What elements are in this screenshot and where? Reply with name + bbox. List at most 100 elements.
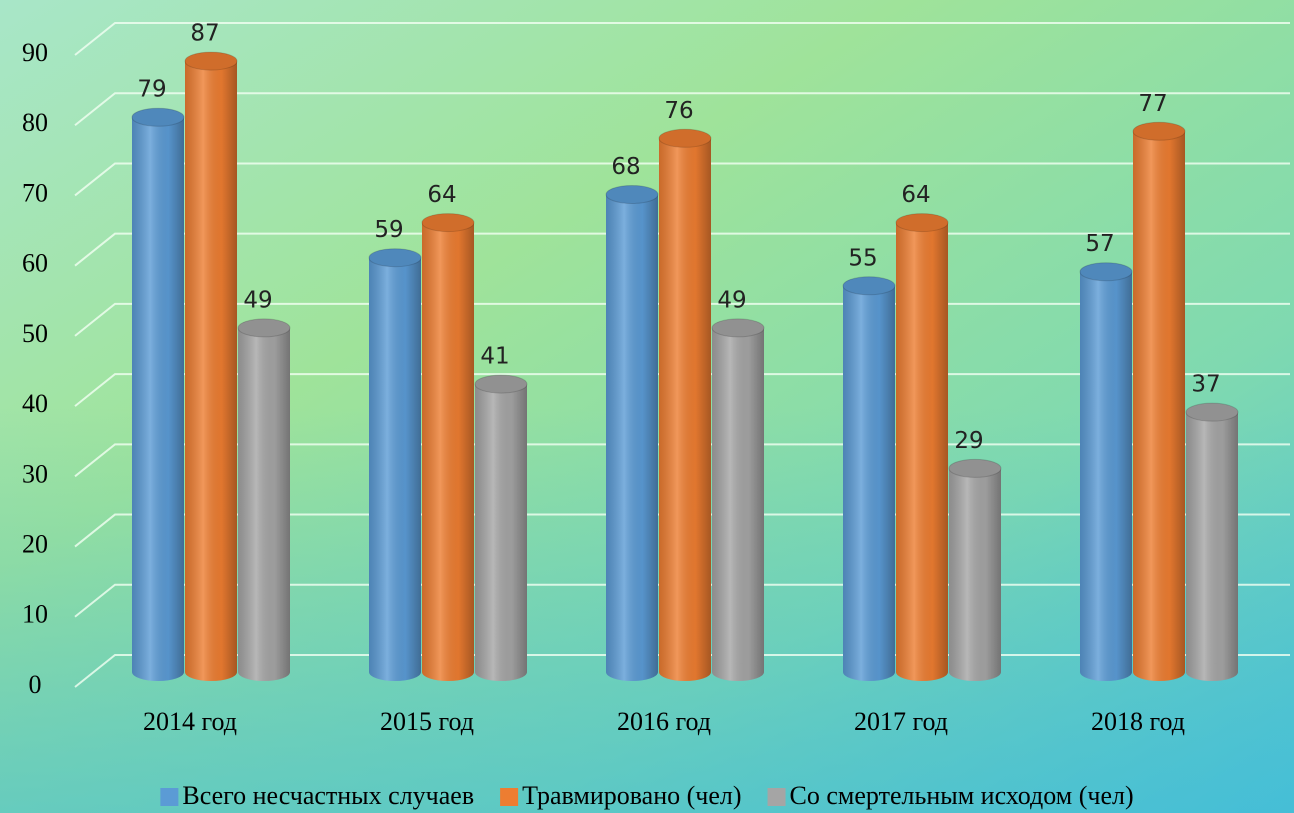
bar xyxy=(421,213,475,682)
data-label: 57 xyxy=(1085,231,1114,257)
bar-shade xyxy=(422,222,474,682)
y-tick-label: 80 xyxy=(22,108,48,137)
bar-top xyxy=(1079,262,1133,282)
bar xyxy=(948,458,1002,681)
bar-top-shade xyxy=(1080,262,1132,281)
bar-top xyxy=(237,318,291,338)
bar-top-shade xyxy=(369,248,421,267)
legend-label: Всего несчастных случаев xyxy=(182,781,474,810)
bar-shade xyxy=(1133,131,1185,682)
bar xyxy=(237,318,291,681)
data-label: 49 xyxy=(243,287,272,313)
bar-top-shade xyxy=(185,52,237,71)
data-label: 68 xyxy=(611,154,640,180)
bar xyxy=(131,107,185,681)
bar-top xyxy=(368,248,422,268)
bar-shade xyxy=(132,117,184,681)
y-tick-label: 50 xyxy=(22,319,48,348)
x-tick-label: 2015 год xyxy=(380,707,474,736)
bar-shade xyxy=(369,257,421,681)
bar xyxy=(1185,402,1239,681)
legend-label: Травмировано (чел) xyxy=(522,781,741,810)
bar-shade xyxy=(1080,271,1132,681)
bar-top-shade xyxy=(843,276,895,295)
bar xyxy=(711,318,765,681)
grid-line xyxy=(74,162,1290,197)
y-tick-label: 70 xyxy=(22,178,48,207)
bar-top-shade xyxy=(475,375,527,394)
x-tick-label: 2017 год xyxy=(854,707,948,736)
data-label: 76 xyxy=(664,98,693,124)
data-label: 87 xyxy=(190,21,219,47)
y-tick-label: 60 xyxy=(22,249,48,278)
bar-shade xyxy=(896,222,948,682)
bar-top-shade xyxy=(712,318,764,337)
bar-shade xyxy=(843,285,895,681)
bar-shade xyxy=(712,327,764,681)
data-label: 37 xyxy=(1191,372,1220,398)
bar-top xyxy=(711,318,765,338)
bar-shade xyxy=(475,384,527,681)
bar-top xyxy=(1132,121,1186,141)
x-tick-label: 2018 год xyxy=(1091,707,1185,736)
y-tick-label: 10 xyxy=(22,600,48,629)
data-label: 55 xyxy=(848,245,877,271)
bar xyxy=(184,51,238,682)
bar-top-shade xyxy=(1186,403,1238,422)
legend-swatch xyxy=(767,788,786,806)
grid-line xyxy=(74,22,1290,56)
grid-line xyxy=(74,92,1290,127)
y-tick-label: 20 xyxy=(22,530,48,559)
x-tick-label: 2014 год xyxy=(143,707,237,736)
bar-top xyxy=(131,107,185,127)
bar-top-shade xyxy=(949,459,1001,478)
bar-top xyxy=(184,51,238,71)
data-label: 59 xyxy=(374,217,403,243)
legend-swatch xyxy=(500,788,519,806)
bar-top-shade xyxy=(132,108,184,127)
bar-shade xyxy=(949,468,1001,681)
y-tick-label: 90 xyxy=(22,38,48,67)
bar xyxy=(895,213,949,682)
bar-top xyxy=(948,458,1002,478)
legend: Всего несчастных случаев Травмировано (че… xyxy=(160,781,1134,810)
bar-shade xyxy=(185,61,237,682)
y-tick-label: 30 xyxy=(22,459,48,488)
bar-top xyxy=(842,276,896,296)
bar-top-shade xyxy=(896,213,948,232)
bar xyxy=(1132,121,1186,682)
bar-top xyxy=(1185,402,1239,422)
bar-top xyxy=(421,213,475,233)
legend-swatch xyxy=(160,788,179,806)
bar-top-shade xyxy=(606,185,658,204)
bar xyxy=(1079,262,1133,681)
bar xyxy=(474,374,528,681)
bar xyxy=(842,276,896,681)
data-label: 77 xyxy=(1138,91,1167,117)
bar-shade xyxy=(606,194,658,681)
data-label: 49 xyxy=(717,287,746,313)
y-tick-label: 0 xyxy=(29,670,42,699)
data-label: 64 xyxy=(427,182,456,208)
bar-shade xyxy=(659,138,711,682)
bar-top-shade xyxy=(238,318,290,337)
bar-top xyxy=(895,213,949,233)
data-label: 79 xyxy=(137,77,166,103)
bar xyxy=(658,128,712,682)
bar-top-shade xyxy=(1133,122,1185,141)
bar-top-shade xyxy=(659,129,711,148)
bar-shade xyxy=(238,327,290,681)
bar-top xyxy=(474,374,528,394)
bar xyxy=(605,184,659,681)
legend-label: Со смертельным исходом (чел) xyxy=(790,781,1134,810)
y-tick-label: 40 xyxy=(22,389,48,418)
bar-shade xyxy=(1186,412,1238,681)
data-label: 29 xyxy=(954,428,983,454)
x-tick-label: 2016 год xyxy=(617,707,711,736)
bar xyxy=(368,248,422,681)
bar-top xyxy=(658,128,712,148)
bar-top-shade xyxy=(422,213,474,232)
data-label: 41 xyxy=(480,344,509,370)
bar-top xyxy=(605,184,659,204)
